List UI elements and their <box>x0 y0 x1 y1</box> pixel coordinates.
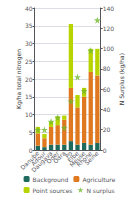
svg-text:Seine: Seine <box>83 149 100 166</box>
svg-text:20: 20 <box>25 76 33 83</box>
svg-text:0: 0 <box>28 146 33 154</box>
svg-text:N Surplus (kg/ha): N Surplus (kg/ha) <box>118 53 126 105</box>
svg-text:60: 60 <box>103 86 111 93</box>
svg-text:5: 5 <box>29 129 33 136</box>
svg-text:140: 140 <box>103 5 115 12</box>
svg-text:N surplus: N surplus <box>86 187 114 195</box>
svg-text:Rhone: Rhone <box>74 149 94 168</box>
svg-text:35: 35 <box>25 22 33 29</box>
svg-text:120: 120 <box>103 25 115 32</box>
svg-text:20: 20 <box>103 126 111 133</box>
svg-text:Oder: Oder <box>44 149 61 165</box>
svg-text:10: 10 <box>25 111 33 118</box>
svg-text:Agriculture: Agriculture <box>82 176 115 184</box>
svg-text:25: 25 <box>25 58 33 65</box>
svg-text:30: 30 <box>25 40 33 47</box>
svg-text:80: 80 <box>103 65 111 72</box>
svg-text:100: 100 <box>103 45 115 52</box>
svg-text:Danube: Danube <box>18 149 41 171</box>
svg-text:40: 40 <box>103 106 111 113</box>
svg-text:Elbe: Elbe <box>65 149 80 164</box>
svg-text:Meuse: Meuse <box>67 149 87 169</box>
svg-text:Background: Background <box>33 176 69 184</box>
svg-text:40: 40 <box>25 5 33 12</box>
svg-text:Point sources: Point sources <box>33 187 73 194</box>
svg-text:Adour: Adour <box>29 149 47 167</box>
svg-text:0: 0 <box>103 147 107 154</box>
svg-text:Kg/ha total nitrogen: Kg/ha total nitrogen <box>15 49 23 109</box>
svg-text:Daugava: Daugava <box>29 149 54 174</box>
svg-text:Odra: Odra <box>51 149 67 165</box>
svg-text:Po: Po <box>63 149 74 160</box>
svg-text:15: 15 <box>25 93 33 100</box>
